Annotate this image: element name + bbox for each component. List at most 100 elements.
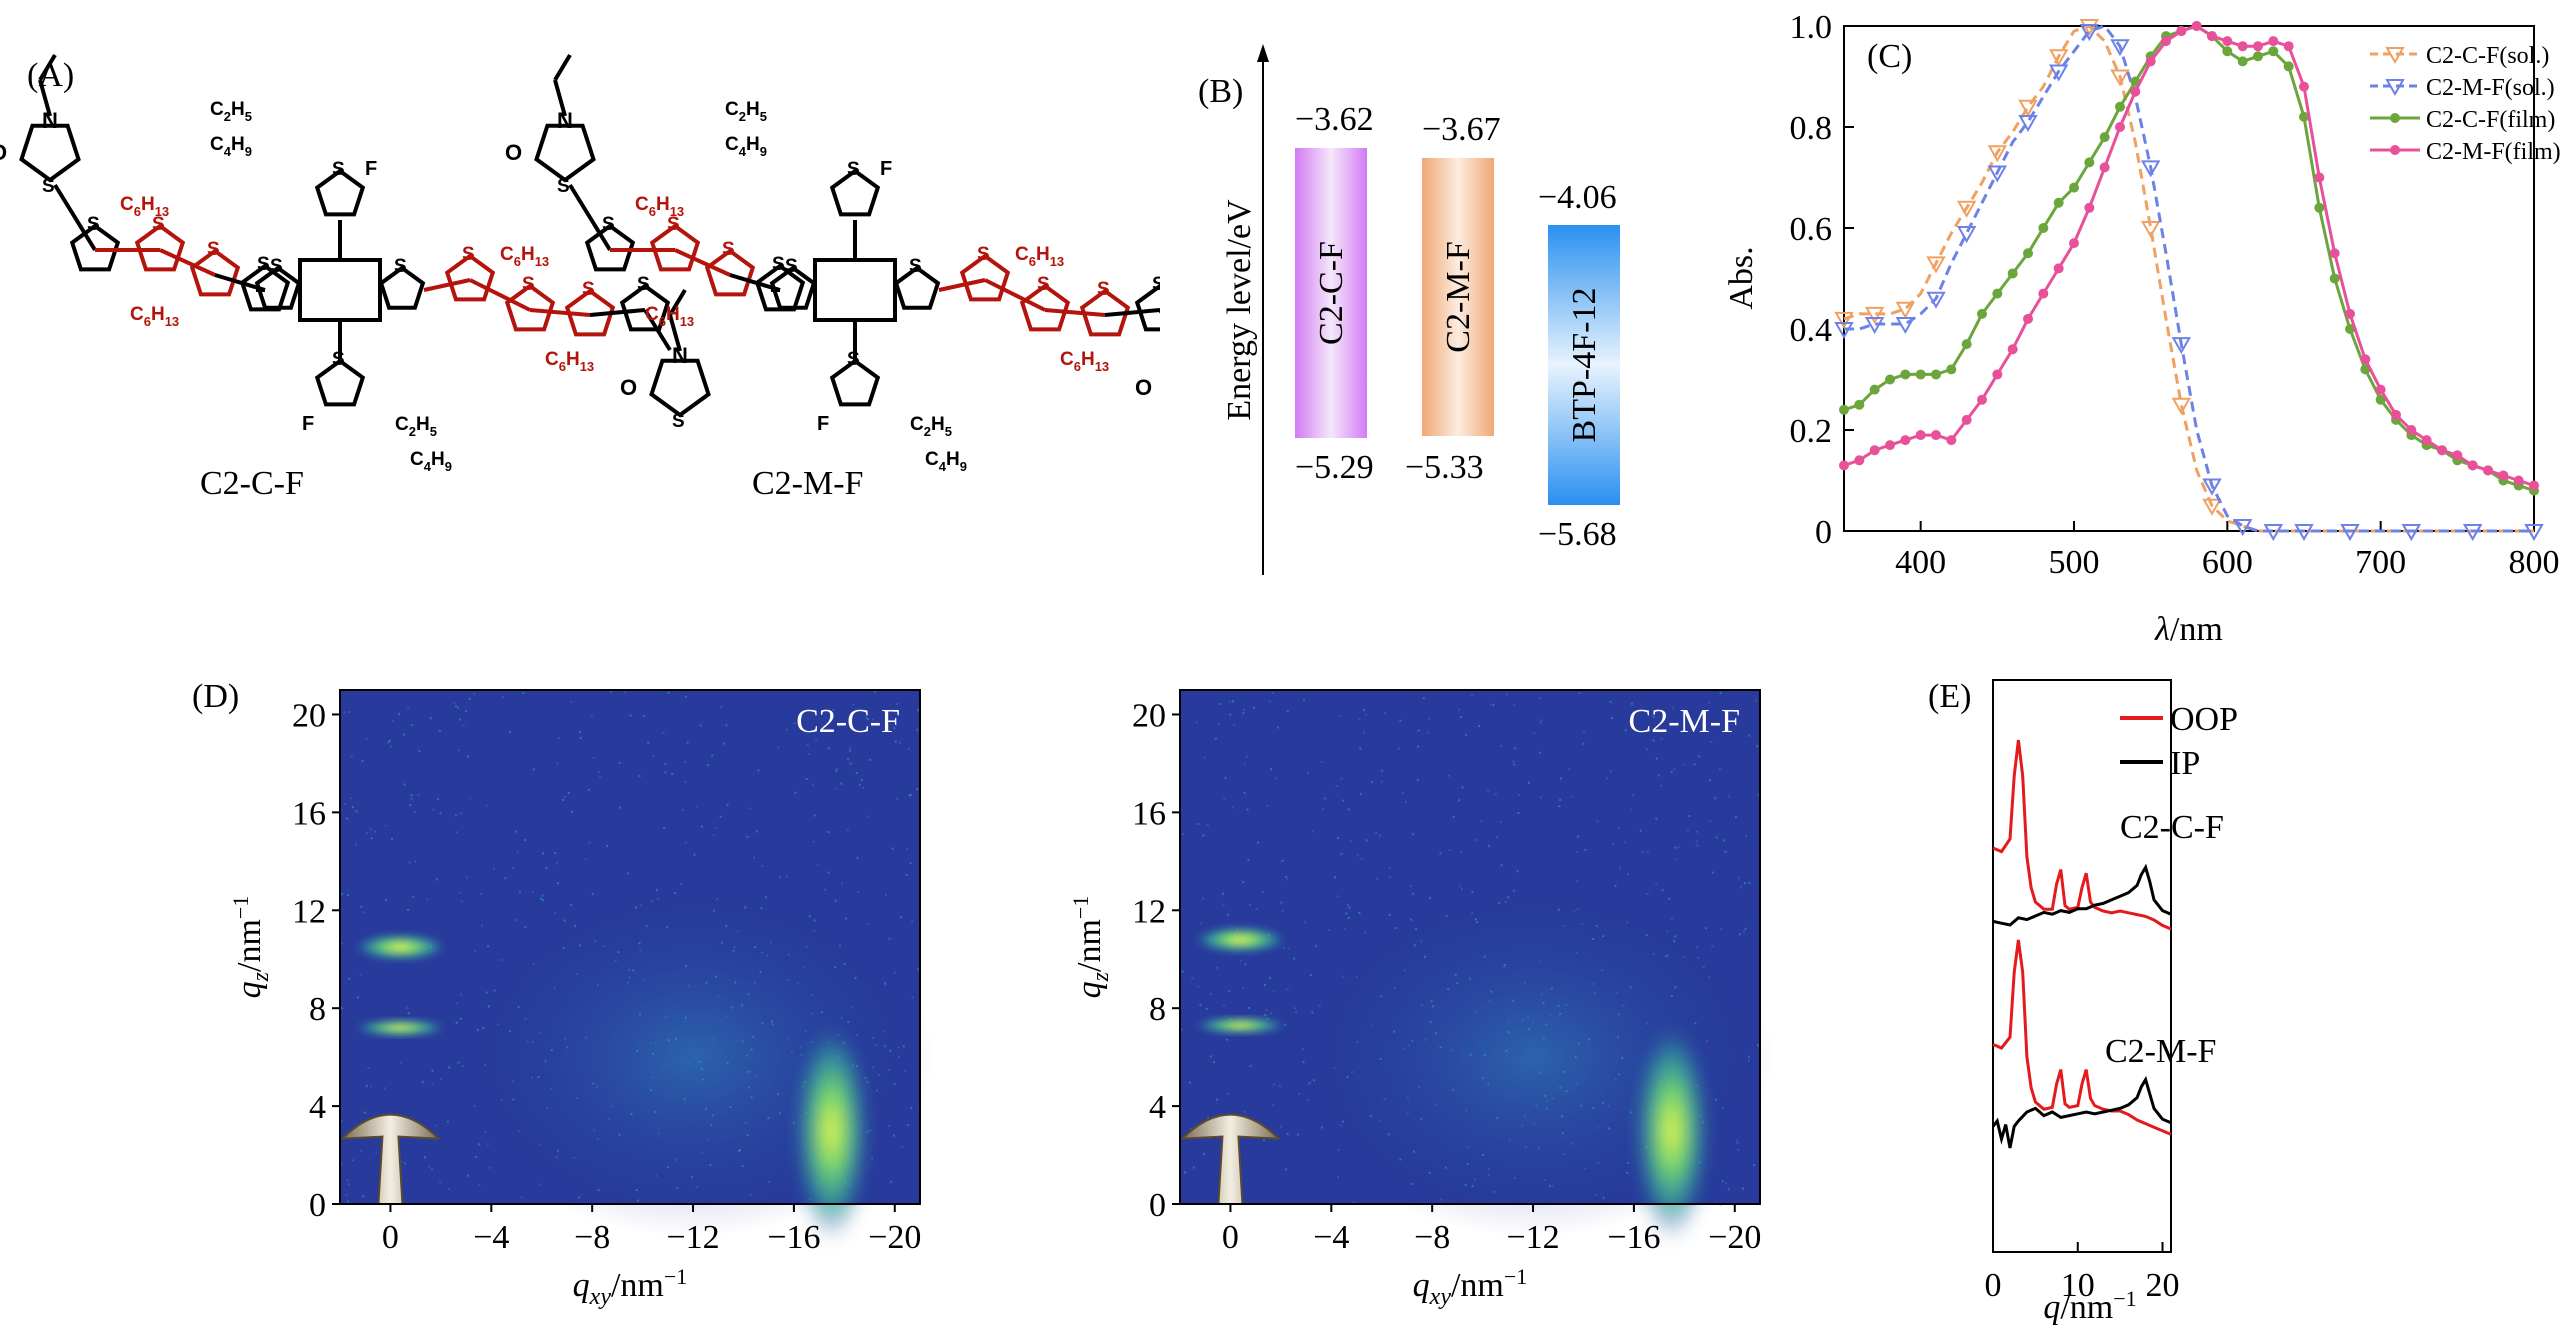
map-noise (847, 1021, 850, 1024)
map-noise (1608, 1127, 1610, 1130)
map-noise (1623, 841, 1626, 844)
lamellar-peak (1192, 1016, 1289, 1035)
ethyl-bond (553, 79, 567, 117)
map-noise (531, 1041, 534, 1044)
map-noise (872, 1036, 875, 1039)
map-noise (1469, 1053, 1472, 1056)
map-noise (554, 852, 557, 855)
map-noise (431, 1082, 434, 1085)
map-noise (1363, 731, 1366, 734)
map-noise (642, 978, 645, 981)
map-noise (1602, 935, 1605, 938)
map-noise (810, 994, 813, 997)
map-noise (885, 893, 887, 896)
ethyl-bond (668, 288, 687, 317)
map-noise (1631, 794, 1634, 797)
map-noise (1380, 995, 1383, 998)
map-noise (484, 1064, 486, 1066)
map-noise (383, 1087, 386, 1090)
map-xlabel: qxy/nm−1 (573, 1264, 688, 1310)
map-noise (1239, 959, 1242, 962)
map-noise (475, 1155, 478, 1158)
map-noise (618, 762, 621, 764)
map-noise (1568, 768, 1571, 771)
conjugation-bond (469, 278, 531, 312)
map-noise (573, 1156, 576, 1159)
map-noise (744, 1122, 747, 1125)
map-noise (695, 805, 698, 808)
panel-c: (C) 400 500 600 700 800 0 0.2 0.4 0.6 0.8 1.0 Abs.… (1680, 0, 2567, 660)
map-noise (1297, 1133, 1300, 1136)
conjugation-bond (643, 308, 672, 352)
map-noise (428, 1165, 431, 1168)
sample-label-c2-m-f: C2-M-F (2105, 1033, 2216, 1070)
map-noise (1406, 1097, 1409, 1100)
map-noise (1545, 1107, 1548, 1110)
map-noise (813, 814, 816, 817)
map-noise (460, 900, 463, 903)
map-noise (384, 824, 387, 827)
map-noise (1249, 1064, 1252, 1067)
legend-label: C2-M-F(sol.) (2426, 75, 2555, 101)
map-noise (562, 799, 565, 801)
map-noise (359, 1149, 362, 1152)
map-noise (556, 762, 559, 765)
map-noise (391, 720, 394, 723)
series-point (2232, 518, 2253, 536)
map-noise (1412, 892, 1415, 895)
map-noise (1333, 1066, 1336, 1069)
rhodanine-left-ring (534, 123, 596, 183)
map-noise (579, 730, 581, 733)
map-noise (630, 1113, 633, 1115)
thiophene-ring (704, 248, 756, 297)
map-noise (716, 897, 719, 900)
map-noise (410, 794, 413, 797)
map-noise (1356, 1040, 1359, 1043)
series-point (1900, 369, 1911, 380)
map-noise (1721, 1180, 1724, 1183)
map-noise (1727, 1188, 1730, 1191)
map-noise (1748, 881, 1751, 884)
sulfur-atom-label: S (270, 256, 283, 277)
map-noise (575, 973, 578, 976)
fluorine-atom-label: F (302, 413, 314, 435)
map-noise (550, 1049, 553, 1052)
map-noise (668, 1049, 671, 1052)
series-point (1992, 288, 2003, 299)
map-noise (1249, 904, 1252, 907)
homo-value-c2-c-f: −5.29 (1295, 449, 1374, 486)
map-noise (1595, 924, 1598, 927)
map-noise (403, 783, 406, 786)
map-noise (493, 989, 496, 992)
map-noise (856, 1034, 859, 1036)
map-noise (1263, 1139, 1266, 1142)
map-noise (1270, 1012, 1273, 1015)
map-noise (1665, 955, 1668, 958)
map-noise (1307, 1098, 1310, 1101)
map-noise (1320, 760, 1323, 763)
map-noise (1379, 1057, 1382, 1060)
legend-marker (2390, 113, 2400, 123)
linecut-ip-1 (1992, 863, 2172, 927)
map-noise (587, 788, 590, 791)
map-noise (854, 977, 857, 980)
map-noise (1525, 1146, 1527, 1149)
map-noise (786, 728, 788, 731)
map-noise (520, 1196, 523, 1199)
map-noise (674, 1037, 677, 1040)
map-noise (1580, 1104, 1583, 1107)
map-noise (1207, 1116, 1209, 1119)
map-noise (1483, 955, 1486, 958)
series-point (1961, 414, 1972, 425)
map-noise (526, 1040, 529, 1043)
butyl-chain-label: C4H9 (925, 449, 967, 474)
map-noise (1540, 796, 1543, 799)
map-noise (766, 954, 769, 957)
map-noise (1646, 893, 1649, 896)
map-noise (1714, 797, 1716, 800)
map-noise (1231, 806, 1234, 809)
map-noise (1513, 1177, 1516, 1180)
thiophene-ring (444, 253, 496, 302)
map-noise (1622, 1004, 1625, 1007)
map-noise (1583, 730, 1585, 733)
